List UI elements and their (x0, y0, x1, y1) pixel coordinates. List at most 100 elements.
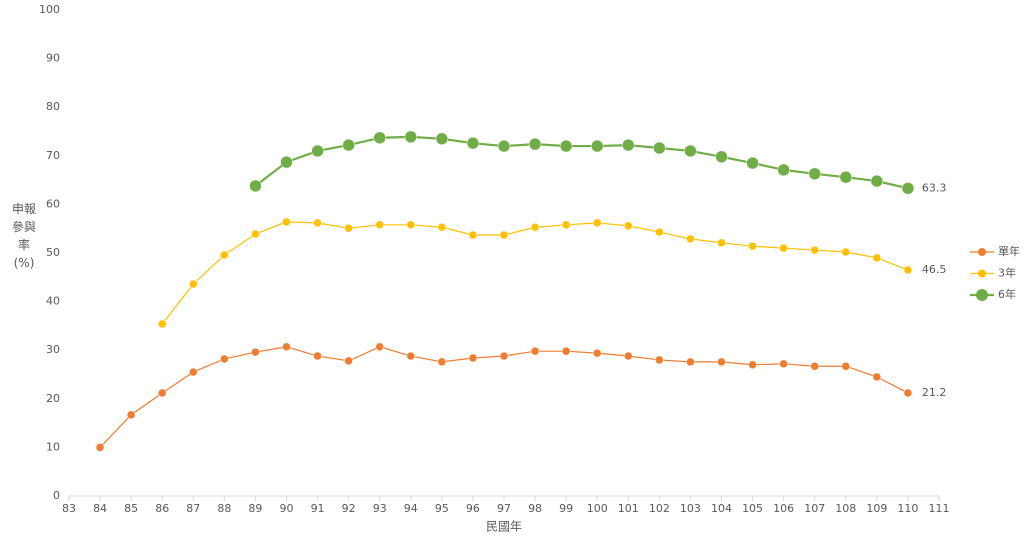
x-tick-label: 110 (897, 502, 918, 515)
x-tick-label: 100 (587, 502, 608, 515)
x-tick-label: 103 (680, 502, 701, 515)
data-point (561, 220, 571, 230)
data-point (437, 357, 447, 367)
data-point (624, 221, 633, 231)
legend-label: 單年 (998, 244, 1020, 258)
data-label: 46.5 (922, 263, 947, 276)
data-point (779, 243, 788, 253)
x-tick-label: 97 (497, 502, 511, 515)
data-point (748, 241, 757, 251)
x-tick-label: 84 (93, 502, 107, 515)
data-point (653, 141, 666, 155)
data-point (404, 130, 418, 144)
x-tick-label: 104 (711, 502, 732, 515)
x-tick-label: 90 (280, 502, 294, 515)
x-tick-label: 93 (373, 502, 387, 515)
y-tick-label: 40 (46, 295, 60, 308)
data-point (126, 410, 136, 420)
data-point (311, 144, 324, 158)
data-point (655, 227, 664, 237)
y-tick-label: 0 (53, 489, 60, 502)
legend-marker (978, 248, 986, 256)
data-point (251, 347, 260, 357)
x-tick-label: 91 (311, 502, 325, 515)
legend-label: 3年 (998, 266, 1016, 280)
x-tick-label: 95 (435, 502, 449, 515)
data-point (406, 351, 416, 361)
data-point (499, 351, 509, 361)
data-label: 63.3 (922, 181, 947, 194)
data-point (717, 357, 726, 367)
data-point (748, 360, 757, 370)
data-point (468, 353, 478, 363)
y-tick-label: 60 (46, 197, 60, 210)
x-tick-label: 111 (929, 502, 950, 515)
series-line (161, 221, 909, 325)
x-tick-label: 83 (62, 502, 76, 515)
data-point (435, 132, 449, 146)
data-point (810, 245, 819, 255)
data-point (95, 443, 105, 452)
data-point (280, 155, 293, 169)
data-point (592, 218, 602, 228)
y-tick-label: 20 (46, 392, 60, 405)
data-point (530, 346, 540, 356)
x-tick-label: 89 (248, 502, 262, 515)
legend-marker (976, 289, 988, 301)
x-tick-label: 94 (404, 502, 418, 515)
data-point (779, 359, 788, 369)
data-point (251, 229, 260, 239)
data-point (715, 150, 728, 164)
data-point (808, 167, 821, 181)
series-line (254, 135, 909, 190)
data-point (189, 279, 198, 289)
data-point (189, 367, 198, 377)
y-tick-label: 30 (46, 343, 60, 356)
data-point (437, 222, 447, 232)
x-tick-label: 101 (618, 502, 639, 515)
data-point (746, 156, 759, 170)
data-point (499, 230, 509, 240)
data-point (655, 355, 664, 365)
x-tick-label: 108 (835, 502, 856, 515)
data-point (839, 170, 853, 184)
data-point (249, 179, 262, 193)
data-point (872, 372, 882, 382)
x-tick-label: 102 (649, 502, 670, 515)
data-point (624, 351, 633, 361)
data-point (903, 388, 913, 398)
x-tick-label: 109 (866, 502, 887, 515)
data-point (622, 138, 635, 152)
data-point (841, 247, 851, 257)
data-point (344, 223, 353, 233)
x-tick-label: 107 (804, 502, 825, 515)
legend-label: 6年 (998, 287, 1016, 301)
data-point (313, 218, 322, 228)
data-point (684, 144, 697, 158)
y-tick-label: 10 (46, 440, 60, 453)
x-tick-label: 96 (466, 502, 480, 515)
data-point (872, 253, 882, 263)
data-point (717, 238, 726, 248)
legend-marker (978, 269, 986, 278)
data-point (592, 348, 602, 358)
data-label: 21.2 (922, 386, 947, 399)
data-point (282, 217, 291, 227)
data-point (686, 234, 695, 244)
x-tick-label: 88 (217, 502, 231, 515)
data-point (530, 222, 540, 232)
data-point (777, 163, 790, 177)
y-tick-label: 50 (46, 246, 60, 259)
data-point (375, 342, 384, 352)
data-point (157, 319, 167, 329)
data-point (313, 351, 322, 361)
data-point (220, 354, 229, 364)
y-tick-label: 70 (46, 149, 60, 162)
data-point (344, 356, 353, 366)
data-point (590, 139, 604, 153)
x-tick-label: 99 (559, 502, 573, 515)
data-point (901, 182, 915, 195)
data-point (157, 388, 167, 398)
